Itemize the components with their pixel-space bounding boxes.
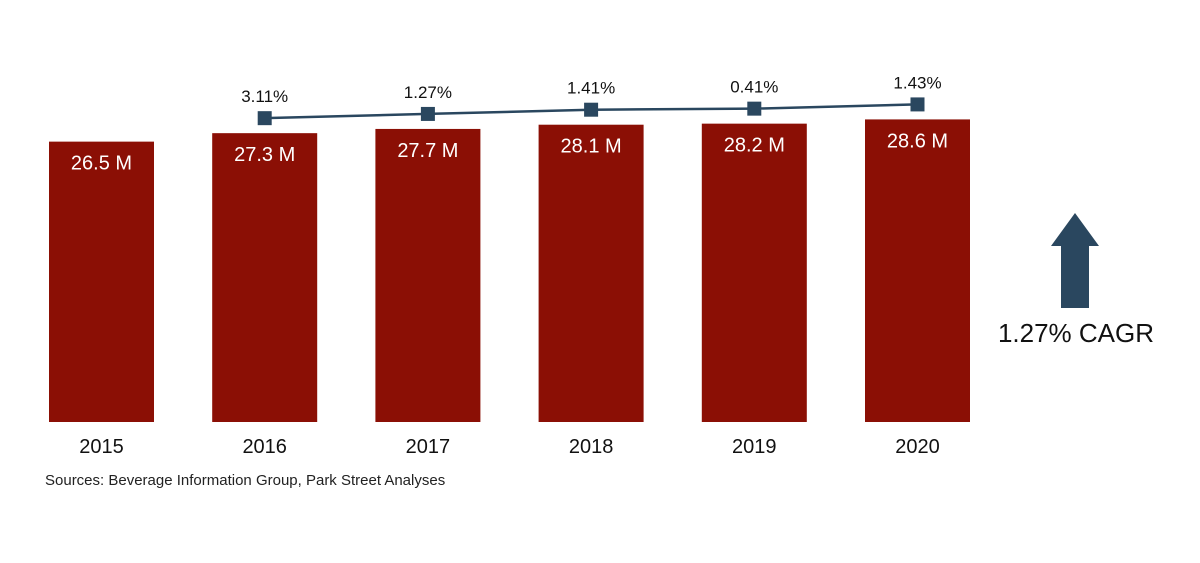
bar-value-label: 27.3 M [234,144,295,166]
growth-marker [747,101,762,116]
x-tick-label: 2018 [569,436,614,458]
x-tick-label: 2019 [732,436,777,458]
growth-label: 1.43% [893,73,941,92]
bar-2015 [49,141,154,422]
x-tick-label: 2016 [242,436,287,458]
bar-2020 [865,119,970,423]
growth-label: 3.11% [241,87,288,106]
bar-2019 [701,123,807,423]
x-tick-label: 2017 [406,436,451,458]
x-tick-label: 2015 [79,436,124,458]
bar-value-label: 28.2 M [724,135,785,157]
up-arrow-icon [1051,213,1099,308]
growth-marker [257,111,272,126]
cagr-label: 1.27% CAGR [998,318,1154,348]
growth-marker [584,102,599,117]
bar-2016 [212,133,318,422]
bar-value-label: 28.6 M [887,130,948,152]
cagr-annotation: 1.27% CAGR [998,213,1154,348]
x-tick-label: 2020 [895,436,940,458]
growth-label: 0.41% [730,78,778,97]
growth-label: 1.41% [567,79,615,98]
bar-value-label: 28.1 M [561,136,622,158]
source-note: Sources: Beverage Information Group, Par… [45,472,446,489]
bar-2017 [375,128,481,422]
bar-2018 [538,124,644,423]
bar-value-label: 27.7 M [397,140,458,162]
growth-marker [910,97,925,112]
growth-marker [420,106,435,121]
bar-value-label: 26.5 M [71,153,132,175]
growth-label: 1.27% [404,83,452,102]
